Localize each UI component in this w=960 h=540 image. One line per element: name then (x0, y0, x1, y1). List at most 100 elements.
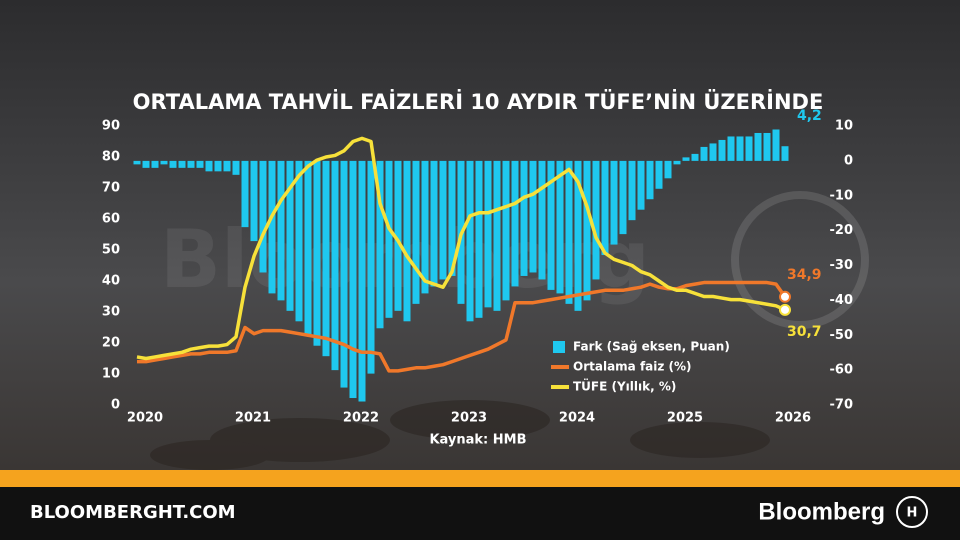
bar (250, 160, 258, 242)
legend-label: TÜFE (Yıllık, %) (573, 379, 676, 394)
bar (277, 160, 285, 301)
bar (178, 160, 186, 168)
footer-brand: Bloomberg (758, 498, 885, 525)
bar (718, 139, 726, 161)
y2-tick-label: -50 (830, 328, 854, 343)
bar (673, 160, 681, 165)
line (136, 136, 786, 361)
bar (205, 160, 213, 172)
y-tick-label: 20 (102, 336, 120, 351)
x-tick-label: 2022 (343, 411, 379, 426)
bar (664, 160, 672, 179)
bar (259, 160, 267, 273)
bar (223, 160, 231, 172)
x-tick-label: 2024 (559, 411, 595, 426)
x-tick-label: 2023 (451, 411, 487, 426)
bar (349, 160, 357, 399)
bar (403, 160, 411, 322)
y-tick-label: 40 (102, 274, 120, 289)
bar (628, 160, 636, 221)
bar (709, 143, 717, 161)
bar (214, 160, 222, 172)
chart-title: ORTALAMA TAHVİL FAİZLERİ 10 AYDIR TÜFE’N… (133, 89, 824, 114)
coins-decoration (150, 400, 770, 470)
y-tick-label: 0 (111, 398, 120, 413)
bar (358, 160, 366, 402)
bar (691, 153, 699, 161)
y2-tick-label: -20 (830, 223, 854, 238)
y2-tick-label: 10 (835, 119, 853, 134)
y-tick-label: 10 (102, 367, 120, 382)
bar (385, 160, 393, 318)
bar (448, 160, 456, 276)
bar (565, 160, 573, 304)
y-tick-label: 60 (102, 212, 120, 227)
y-tick-label: 90 (102, 119, 120, 134)
bar (646, 160, 654, 200)
bar (547, 160, 555, 290)
bar (475, 160, 483, 318)
bar (466, 160, 474, 322)
bar (376, 160, 384, 329)
x-tick-label: 2021 (235, 411, 271, 426)
y-tick-label: 80 (102, 150, 120, 165)
legend-label: Fark (Sağ eksen, Puan) (573, 340, 730, 354)
bar (574, 160, 582, 311)
bar (484, 160, 492, 308)
bar (367, 160, 375, 374)
bar (187, 160, 195, 168)
bar (394, 160, 402, 311)
x-tick-label: 2020 (127, 411, 163, 426)
footer-logo-mark: H (907, 506, 918, 521)
bar (133, 160, 141, 165)
bar (655, 160, 663, 189)
bar (430, 160, 438, 287)
bar (322, 160, 330, 357)
bar (538, 160, 546, 280)
bar (781, 146, 789, 161)
y-tick-label: 70 (102, 181, 120, 196)
bar (529, 160, 537, 273)
y-tick-label: 50 (102, 243, 120, 258)
y2-tick-label: -30 (830, 258, 854, 273)
data-label: 4,2 (797, 108, 822, 124)
bar (619, 160, 627, 235)
bar (412, 160, 420, 304)
bar (502, 160, 510, 301)
bar (151, 160, 159, 168)
bar (583, 160, 591, 301)
bar (700, 146, 708, 161)
bar (511, 160, 519, 287)
bar (295, 160, 303, 322)
legend-swatch (553, 341, 565, 353)
data-label: 30,7 (787, 324, 822, 340)
bar (421, 160, 429, 294)
bar (340, 160, 348, 388)
x-tick-label: 2026 (775, 411, 811, 426)
bar (763, 132, 771, 161)
y-tick-label: 30 (102, 305, 120, 320)
bar (268, 160, 276, 294)
bar (745, 136, 753, 161)
bar (754, 132, 762, 161)
footer-logo (896, 496, 928, 528)
bar (286, 160, 294, 311)
bar (727, 136, 735, 161)
bar (313, 160, 321, 346)
end-point (779, 303, 791, 316)
y2-tick-label: -60 (830, 363, 854, 378)
orange-strip (0, 470, 960, 487)
y2-tick-label: -40 (830, 293, 854, 308)
source: Kaynak: HMB (429, 433, 526, 448)
bar (169, 160, 177, 168)
bar (493, 160, 501, 311)
legend-label: Ortalama faiz (%) (573, 360, 692, 374)
y2-tick-label: -70 (830, 398, 854, 413)
bar (592, 160, 600, 280)
bar (637, 160, 645, 210)
end-point (779, 290, 791, 303)
y2-tick-label: -10 (830, 188, 854, 203)
footer-site: BLOOMBERGHT.COM (30, 502, 236, 523)
data-label: 34,9 (787, 267, 822, 283)
